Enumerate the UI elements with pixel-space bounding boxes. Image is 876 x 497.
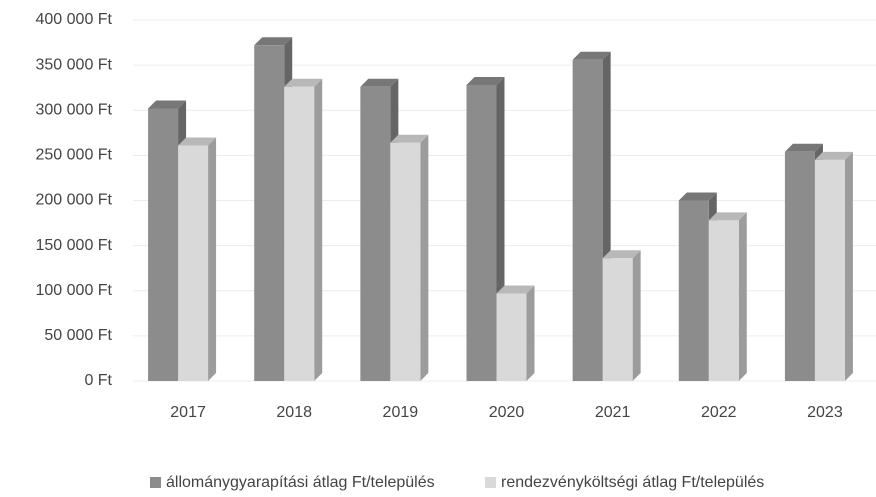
legend-label: rendezvényköltségi átlag Ft/település — [501, 474, 764, 491]
x-tick-label: 2020 — [489, 404, 525, 421]
bar-side — [844, 151, 853, 381]
y-tick-label: 250 000 Ft — [36, 147, 113, 164]
bar-top — [254, 37, 293, 46]
y-tick-label: 0 Ft — [84, 372, 112, 389]
y-tick-label: 50 000 Ft — [44, 327, 112, 344]
bar-front — [284, 86, 315, 381]
y-tick-label: 400 000 Ft — [36, 11, 113, 28]
bar-side — [208, 137, 217, 381]
bar-front — [678, 200, 709, 381]
x-tick-label: 2017 — [170, 404, 206, 421]
bar-front — [466, 84, 497, 381]
bar-front — [814, 159, 845, 381]
bar-front — [178, 145, 209, 381]
x-tick-label: 2022 — [701, 404, 737, 421]
y-tick-label: 200 000 Ft — [36, 192, 113, 209]
bar — [814, 151, 853, 381]
bar — [284, 78, 323, 381]
bar-top — [784, 143, 823, 152]
bar — [390, 134, 429, 381]
bar-front — [148, 108, 179, 381]
bar-top — [390, 134, 429, 143]
legend-swatch — [485, 477, 496, 488]
bar-front — [360, 86, 391, 381]
bar-top — [360, 78, 399, 87]
bar-top — [496, 285, 535, 294]
bar-front — [602, 258, 633, 381]
legend-swatch — [150, 477, 161, 488]
bar — [708, 212, 747, 381]
y-tick-label: 150 000 Ft — [36, 237, 113, 254]
x-tick-label: 2019 — [383, 404, 419, 421]
x-tick-label: 2021 — [595, 404, 631, 421]
bar-front — [784, 151, 815, 381]
bar-front — [390, 142, 421, 381]
bar-top — [602, 250, 641, 259]
y-tick-label: 300 000 Ft — [36, 101, 113, 118]
bar-top — [678, 192, 717, 201]
bar-top — [572, 51, 611, 60]
bar-top — [466, 76, 505, 85]
bar-side — [314, 78, 323, 381]
bar — [602, 250, 641, 381]
bar-top — [178, 137, 217, 146]
bar-top — [148, 100, 187, 109]
x-tick-label: 2023 — [807, 404, 843, 421]
bar-top — [284, 78, 323, 87]
legend-label: állománygyarapítási átlag Ft/település — [166, 474, 435, 491]
bar-side — [526, 285, 535, 381]
y-tick-label: 350 000 Ft — [36, 56, 113, 73]
bar-front — [496, 293, 527, 381]
x-tick-label: 2018 — [276, 404, 312, 421]
bar-front — [708, 220, 739, 381]
bar-top — [814, 151, 853, 160]
bar-front — [254, 45, 285, 382]
bar — [496, 285, 535, 381]
bar — [178, 137, 217, 381]
bar-front — [572, 59, 603, 382]
y-tick-label: 100 000 Ft — [36, 282, 113, 299]
bar-side — [738, 212, 747, 381]
bar-side — [632, 250, 641, 381]
bar — [572, 51, 611, 382]
bar-top — [708, 212, 747, 221]
bar-side — [420, 134, 429, 381]
